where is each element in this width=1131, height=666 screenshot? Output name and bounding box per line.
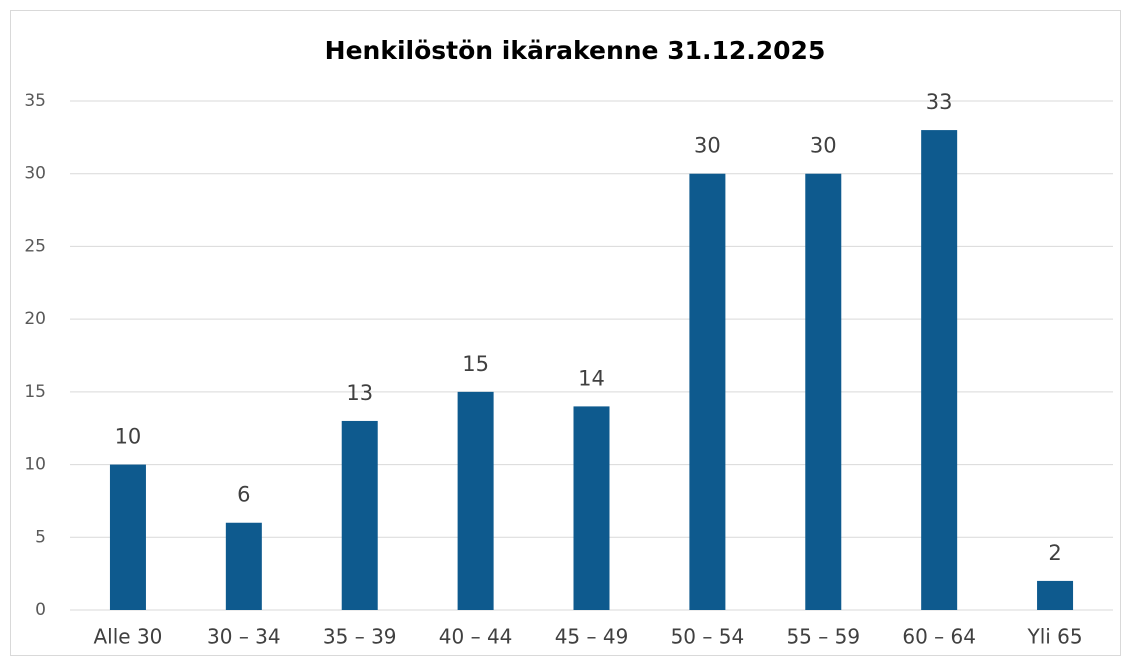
data-label: 15 xyxy=(462,352,489,376)
bar xyxy=(805,173,842,610)
data-label: 13 xyxy=(346,381,373,405)
x-tick-label: 45 – 49 xyxy=(555,625,629,649)
y-tick-label: 10 xyxy=(24,455,46,475)
x-tick-label: 55 – 59 xyxy=(786,625,860,649)
bar xyxy=(1037,580,1074,610)
y-tick-label: 35 xyxy=(24,91,46,111)
y-tick-label: 25 xyxy=(24,236,46,256)
x-tick-label: 60 – 64 xyxy=(902,625,976,649)
bar xyxy=(689,173,726,610)
x-tick-label: 40 – 44 xyxy=(439,625,513,649)
data-label: 30 xyxy=(810,134,837,158)
y-tick-label: 15 xyxy=(24,382,46,402)
bar xyxy=(921,130,958,611)
y-tick-label: 20 xyxy=(24,309,46,329)
bar xyxy=(341,420,378,610)
bar xyxy=(109,464,146,610)
data-label: 2 xyxy=(1048,541,1061,565)
y-tick-label: 30 xyxy=(24,164,46,184)
chart-title: Henkilöstön ikärakenne 31.12.2025 xyxy=(325,36,826,65)
y-tick-label: 0 xyxy=(35,600,46,620)
bar xyxy=(457,391,494,610)
y-tick-label: 5 xyxy=(35,527,46,547)
x-tick-label: 30 – 34 xyxy=(207,625,281,649)
data-label: 14 xyxy=(578,366,605,390)
data-label: 30 xyxy=(694,134,721,158)
bar xyxy=(225,522,262,610)
data-label: 33 xyxy=(926,90,953,114)
x-tick-label: 35 – 39 xyxy=(323,625,397,649)
x-tick-label: Yli 65 xyxy=(1026,625,1082,649)
x-tick-label: 50 – 54 xyxy=(671,625,745,649)
data-label: 10 xyxy=(115,425,142,449)
bar xyxy=(573,406,610,610)
data-label: 6 xyxy=(237,483,250,507)
x-tick-label: Alle 30 xyxy=(93,625,162,649)
